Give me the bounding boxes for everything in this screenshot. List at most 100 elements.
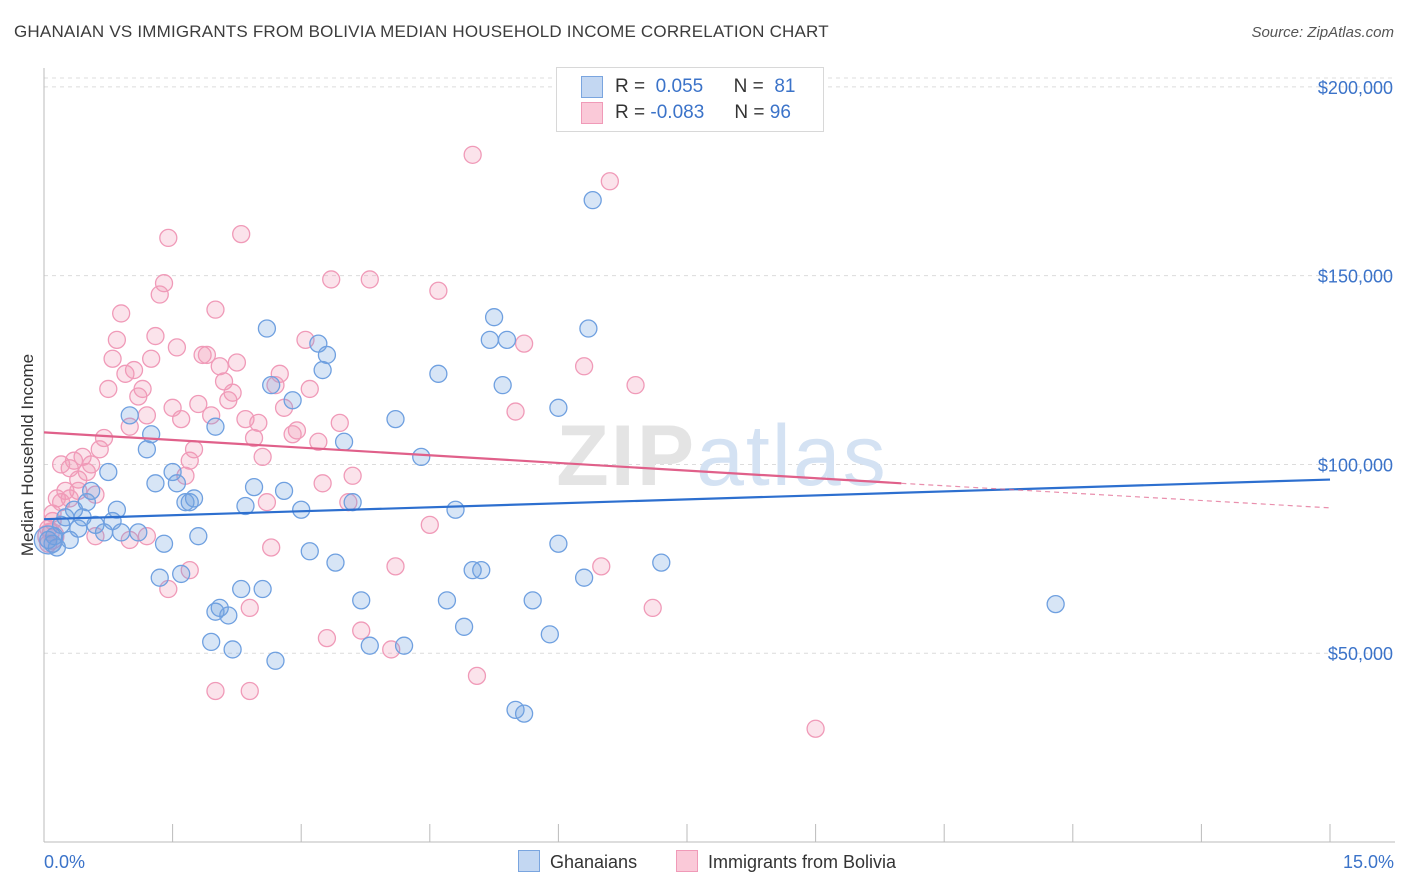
ghanaian-point — [184, 489, 204, 508]
ghanaian-point — [206, 417, 225, 436]
bolivia-point — [429, 281, 448, 300]
bolivia-point — [806, 719, 825, 738]
trend-line-bolivia — [43, 431, 902, 485]
legend-swatch-bolivia — [676, 850, 698, 873]
ghanaian-point — [112, 523, 131, 542]
bolivia-point — [133, 379, 152, 399]
ghanaian-point — [574, 568, 594, 587]
ghanaian-point — [652, 553, 671, 572]
bolivia-point — [600, 172, 619, 191]
ghanaian-point — [343, 493, 362, 512]
ghanaian-point — [146, 474, 165, 493]
bolivia-point — [227, 353, 247, 372]
legend-r-label: R = — [615, 102, 646, 124]
bolivia-point — [266, 376, 285, 395]
bolivia-point — [206, 300, 225, 319]
y-tick-label-2: $150,000 — [1318, 267, 1393, 287]
ghanaian-point — [493, 376, 512, 395]
correlation-legend: R = 0.055 N = 81 R = -0.083 N = 96 — [556, 67, 824, 132]
ghanaian-point — [189, 527, 208, 546]
ghanaian-point — [300, 542, 319, 561]
legend-row-ghanaians: R = 0.055 N = 81 — [581, 76, 795, 100]
bolivia-point — [202, 406, 221, 425]
legend-item-ghanaians: Ghanaians — [518, 850, 638, 874]
ghanaian-point — [33, 525, 63, 555]
legend-item-bolivia: Immigrants from Bolivia — [676, 850, 896, 874]
ghanaian-point — [480, 330, 499, 349]
bolivia-point — [82, 455, 101, 474]
bolivia-point — [240, 598, 259, 618]
bolivia-point — [112, 304, 131, 323]
bolivia-point — [360, 270, 379, 289]
ghanaian-point — [549, 534, 568, 553]
ghanaian-point — [472, 561, 491, 580]
ghanaian-point — [99, 462, 118, 482]
ghanaian-point — [172, 564, 191, 584]
bolivia-point — [506, 402, 525, 421]
ghanaian-point — [150, 568, 169, 587]
bolivia-point — [262, 538, 281, 557]
ghanaian-point — [437, 591, 457, 610]
bolivia-point — [592, 557, 611, 576]
ghanaian-point — [579, 319, 598, 338]
watermark: ZIPatlas — [556, 408, 887, 504]
bolivia-point — [137, 406, 157, 425]
ghanaian-point — [232, 579, 251, 599]
bolivia-point — [103, 349, 122, 368]
ghanaian-point — [352, 591, 371, 610]
bolivia-point — [107, 330, 127, 349]
ghanaian-point — [292, 500, 311, 519]
legend-label-ghanaians: Ghanaians — [550, 852, 638, 872]
legend-n-label: N = — [733, 76, 764, 98]
x-tick-label-0: 0.0% — [44, 852, 85, 872]
y-tick-label-1: $100,000 — [1318, 455, 1393, 475]
bolivia-point — [240, 681, 259, 701]
ghanaian-point — [394, 636, 414, 655]
legend-n-value-bolivia: 96 — [769, 102, 791, 124]
ghanaian-point — [69, 519, 88, 538]
bolivia-point — [313, 474, 332, 493]
bolivia-point — [154, 274, 174, 293]
bolivia-point — [172, 409, 191, 429]
x-tick-label-1: 15.0% — [1343, 852, 1394, 872]
grid-lines — [44, 77, 1395, 654]
ghanaian-point — [154, 534, 174, 553]
bolivia-point — [514, 334, 534, 353]
legend-swatch-ghanaians — [581, 76, 603, 98]
bolivia-point — [309, 432, 328, 451]
bolivia-point — [193, 345, 212, 365]
ghanaian-point — [386, 409, 405, 429]
bolivia-point — [257, 493, 277, 512]
ghanaian-point — [142, 425, 161, 444]
bolivia-point — [420, 515, 439, 534]
bolivia-point — [124, 360, 144, 380]
bolivia-point — [146, 326, 165, 346]
ghanaian-point — [484, 308, 504, 327]
ghanaian-point — [274, 481, 294, 501]
bolivia-point — [189, 394, 208, 414]
chart-title: GHANAIAN VS IMMIGRANTS FROM BOLIVIA MEDI… — [14, 22, 829, 41]
bolivia-point — [343, 466, 362, 485]
ghanaian-point — [549, 398, 568, 417]
bolivia-point — [249, 413, 268, 433]
ghanaian-point — [266, 651, 285, 670]
bolivia-point — [197, 345, 217, 365]
bolivia-point — [626, 376, 645, 395]
bolivia-point — [94, 428, 114, 448]
ghanaian-point — [360, 636, 379, 655]
legend-n-label: N = — [734, 102, 765, 124]
legend-swatch-bolivia — [581, 102, 603, 124]
legend-swatch-ghanaians — [518, 850, 540, 873]
ghanaian-point — [412, 447, 431, 467]
bolivia-point — [223, 383, 242, 402]
legend-r-value-ghanaians: 0.055 — [655, 76, 704, 98]
bolivia-point — [99, 379, 118, 399]
ghanaian-point — [257, 319, 277, 338]
ghanaian-point — [1046, 594, 1065, 614]
bolivia-point — [643, 598, 662, 618]
ghanaian-point — [326, 553, 345, 572]
bolivia-point — [574, 357, 594, 376]
bolivia-point — [184, 440, 204, 459]
ghanaian-point — [223, 640, 242, 659]
bolivia-point — [300, 379, 319, 399]
